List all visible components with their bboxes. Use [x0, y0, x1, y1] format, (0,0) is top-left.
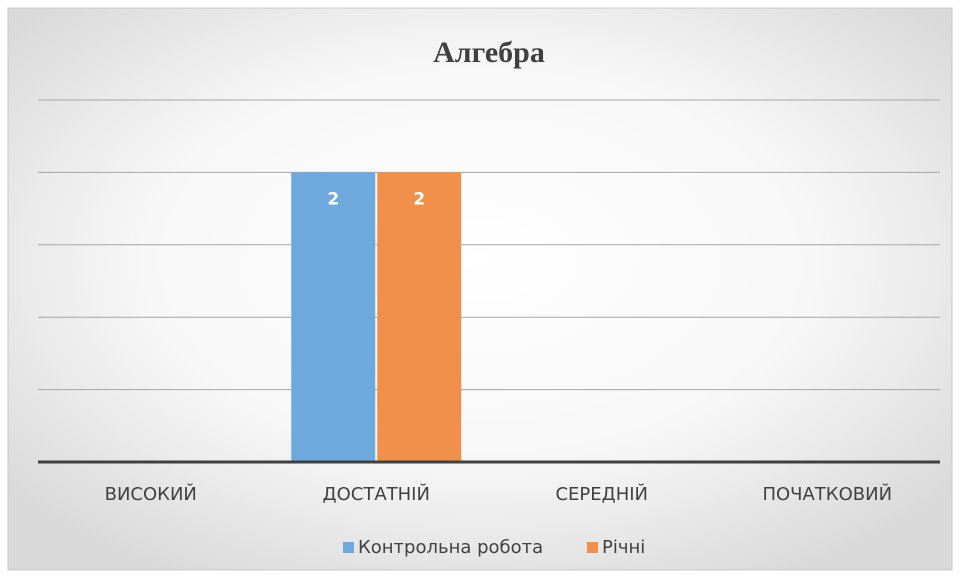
x-tick-label: ДОСТАТНІЙ: [323, 483, 430, 505]
x-tick-label: ПОЧАТКОВИЙ: [762, 483, 892, 505]
bar: [377, 172, 462, 462]
legend-label: Річні: [602, 537, 645, 558]
legend-swatch: [587, 542, 598, 553]
chart-title: Алгебра: [433, 36, 545, 69]
bar: [291, 172, 376, 462]
legend-label: Контрольна робота: [358, 537, 543, 558]
data-label: 2: [413, 189, 425, 209]
legend-swatch: [343, 542, 354, 553]
chart-background: [7, 7, 953, 571]
x-tick-label: ВИСОКИЙ: [105, 483, 197, 505]
x-tick-label: СЕРЕДНІЙ: [555, 483, 648, 505]
data-label: 2: [327, 189, 339, 209]
